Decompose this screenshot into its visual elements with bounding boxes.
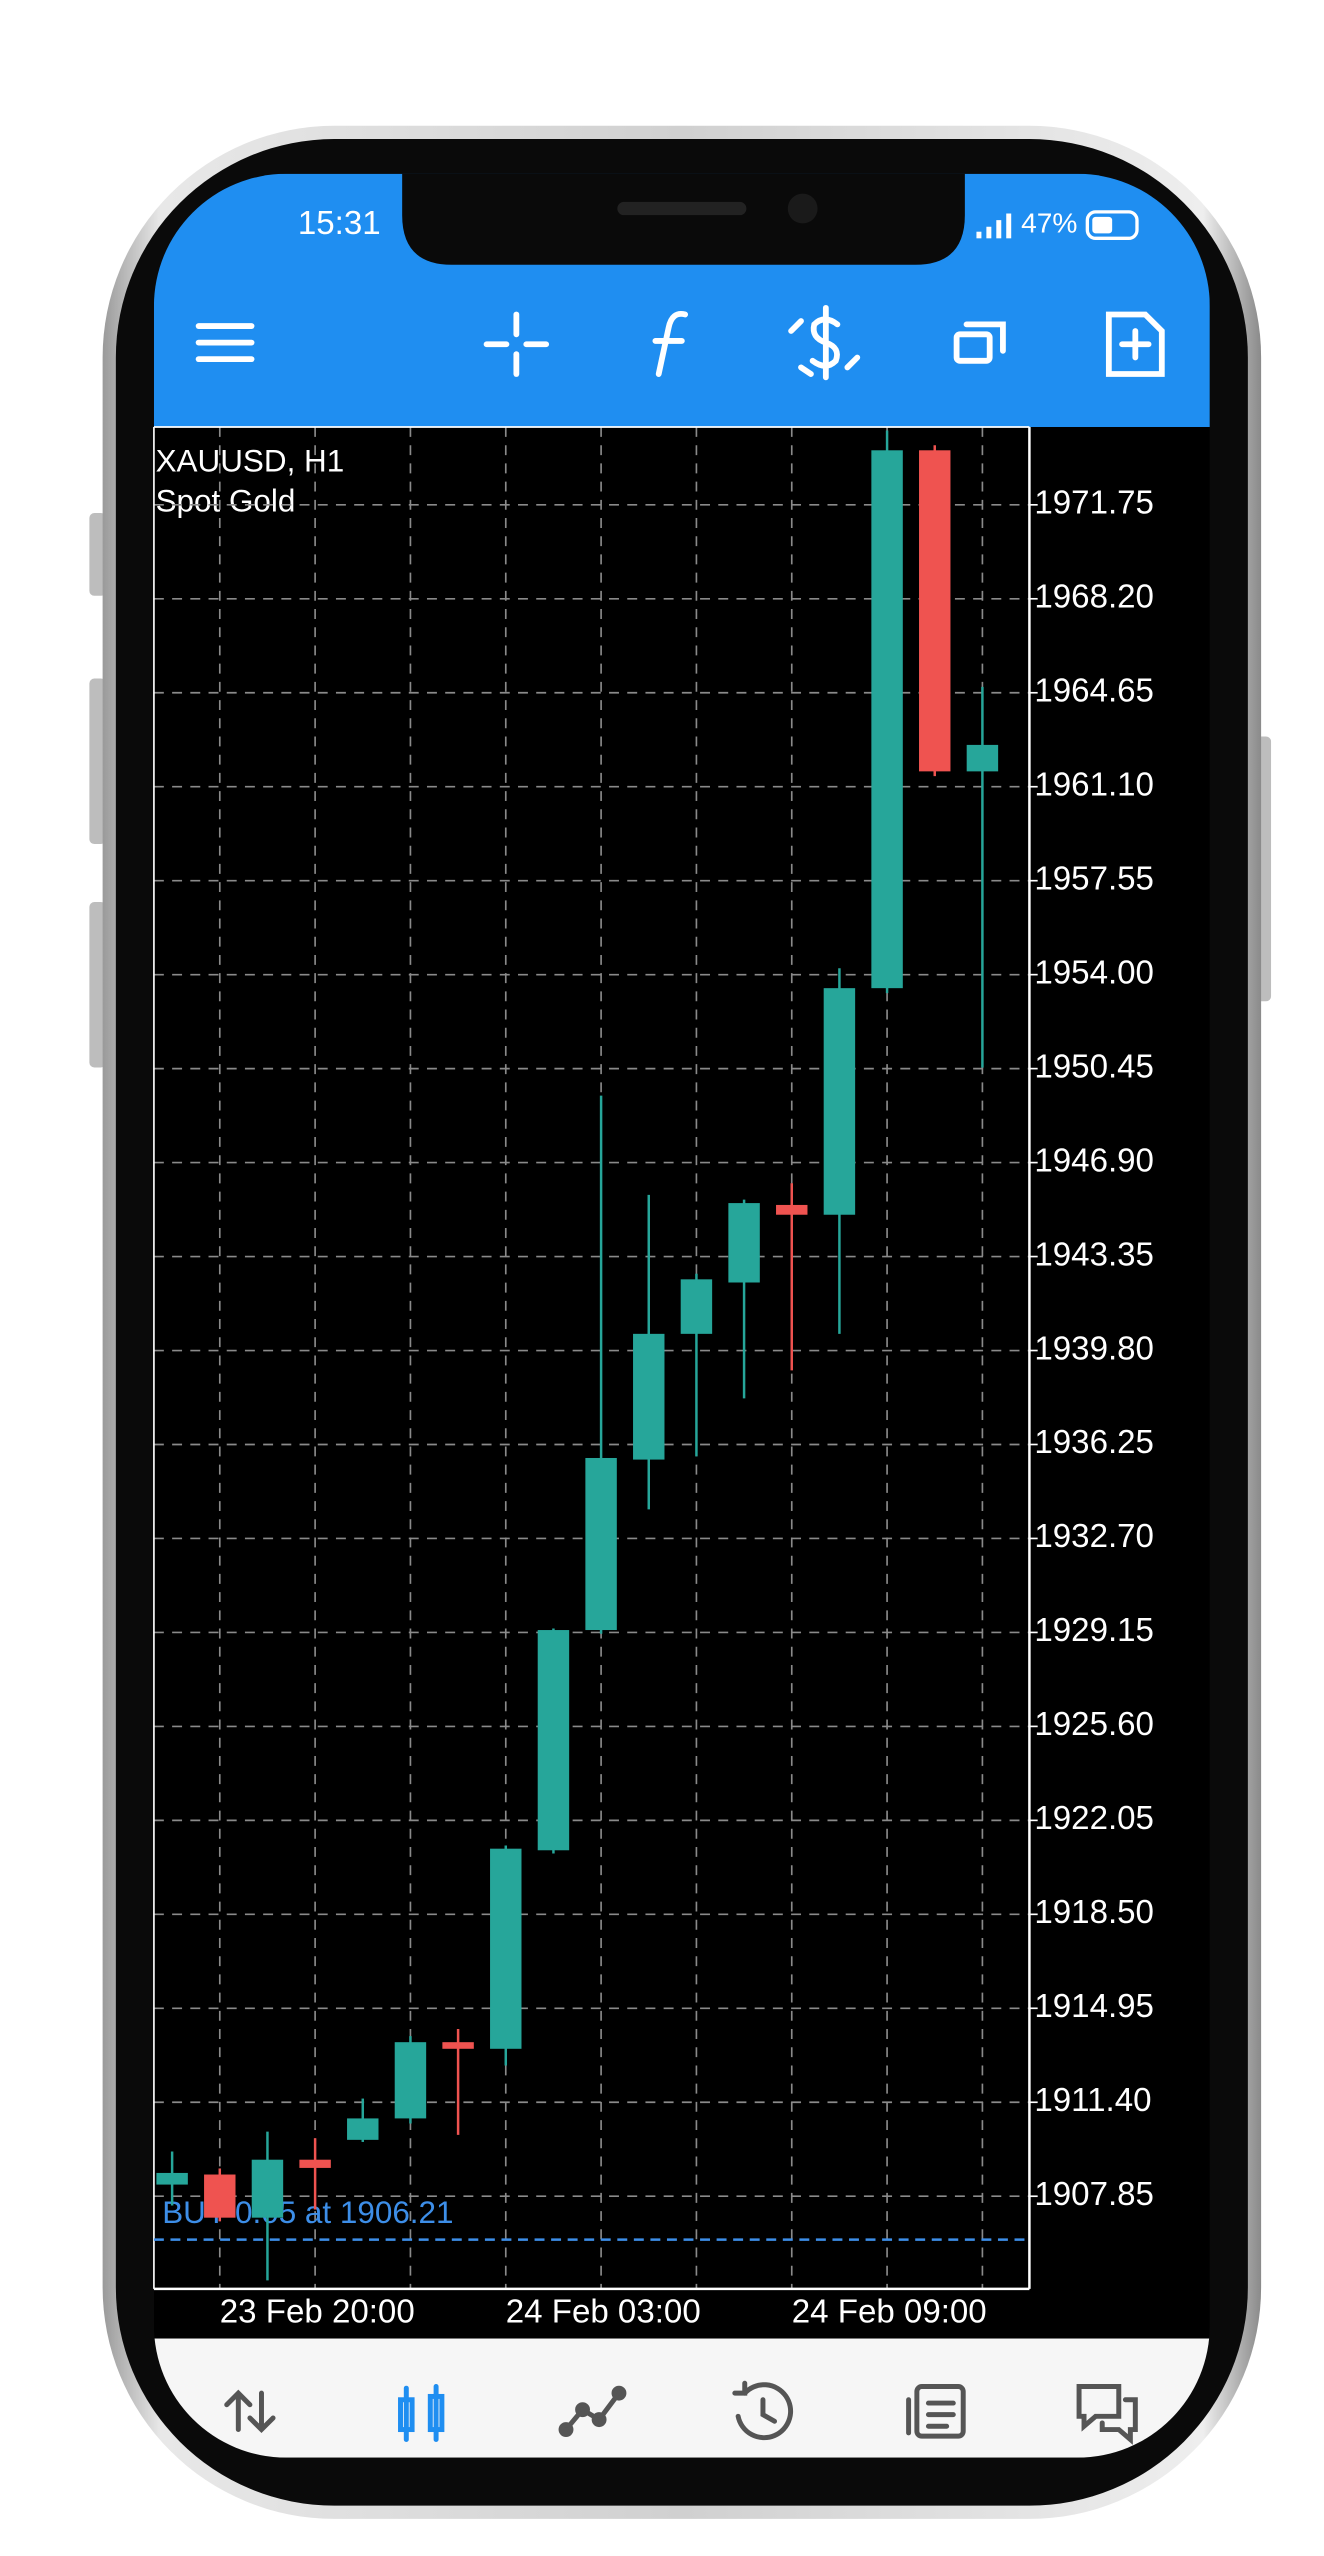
side-button <box>89 513 106 596</box>
camera <box>787 193 818 224</box>
candle-body <box>442 2042 474 2049</box>
trade-tab[interactable] <box>558 2385 627 2437</box>
signal-icon <box>976 213 1012 239</box>
chart: XAUUSD, H1 Spot Gold 1907.85 1911.40 1914.… <box>153 426 1154 2330</box>
candle-body <box>966 744 999 772</box>
candle-body <box>823 988 856 1215</box>
candle-body <box>204 2174 236 2218</box>
candle-body <box>347 2118 379 2140</box>
status-time: 15:31 <box>298 205 381 242</box>
y-tick-label: 1922.05 <box>1034 1800 1154 1837</box>
y-tick-label: 1932.70 <box>1034 1518 1154 1555</box>
quotes-tab[interactable] <box>224 2389 276 2434</box>
y-tick-label: 1946.90 <box>1034 1142 1154 1179</box>
chat-tab[interactable] <box>1076 2384 1138 2445</box>
speaker <box>617 201 747 216</box>
side-button <box>89 901 106 1068</box>
y-tick-label: 1968.20 <box>1034 579 1154 616</box>
y-tick-label: 1943.35 <box>1034 1236 1154 1273</box>
bottom-nav <box>153 2338 1210 2458</box>
y-tick-label: 1907.85 <box>1034 2176 1154 2213</box>
chart-subtitle: Spot Gold <box>156 483 296 518</box>
y-tick-label: 1954.00 <box>1034 954 1154 991</box>
chart-tab[interactable] <box>398 2384 445 2442</box>
candle-body <box>251 2159 284 2218</box>
x-tick-label: 24 Feb 09:00 <box>792 2293 987 2330</box>
y-tick-label: 1961.10 <box>1034 766 1154 803</box>
nav-icons <box>224 2380 1138 2445</box>
new-order-button[interactable] <box>1105 311 1165 377</box>
candle-body <box>490 1848 522 2049</box>
history-tab[interactable] <box>732 2380 794 2441</box>
candle-body <box>585 1457 617 1631</box>
y-tick-label: 1911.40 <box>1034 2082 1151 2119</box>
y-tick-label: 1957.55 <box>1034 860 1154 897</box>
x-tick-label: 23 Feb 20:00 <box>220 2293 415 2330</box>
candle-body <box>156 2172 188 2185</box>
trade-button[interactable] <box>788 304 861 381</box>
candle-body <box>299 2159 331 2168</box>
candle-body <box>633 1333 665 1460</box>
y-tick-label: 1929.15 <box>1034 1612 1154 1649</box>
candle-body <box>919 450 951 772</box>
y-tick-label: 1950.45 <box>1034 1048 1154 1085</box>
y-tick-label: 1939.80 <box>1034 1330 1154 1367</box>
battery-level <box>1092 216 1113 234</box>
chart-title: XAUUSD, H1 <box>156 444 345 479</box>
candle-body <box>776 1204 808 1215</box>
candle-body <box>728 1203 760 1283</box>
crosshair-button[interactable] <box>483 311 550 377</box>
y-tick-label: 1971.75 <box>1034 485 1154 522</box>
battery-percent: 47% <box>1021 208 1077 239</box>
journal-tab[interactable] <box>906 2384 966 2439</box>
y-tick-label: 1918.50 <box>1034 1894 1154 1931</box>
menu-button[interactable] <box>195 323 255 363</box>
candle-body <box>680 1279 713 1334</box>
indicator-button[interactable] <box>652 311 689 377</box>
y-tick-label: 1925.60 <box>1034 1706 1154 1743</box>
notch <box>402 173 965 265</box>
side-button <box>89 678 106 845</box>
header-icons <box>195 304 1165 381</box>
windows-button[interactable] <box>953 321 1006 364</box>
candle-body <box>537 1630 570 1851</box>
battery-icon <box>1085 210 1139 240</box>
candle-body <box>394 2042 427 2119</box>
y-tick-label: 1914.95 <box>1034 1988 1154 2025</box>
y-tick-label: 1936.25 <box>1034 1424 1154 1461</box>
candle-body <box>871 450 903 989</box>
y-tick-label: 1964.65 <box>1034 672 1154 709</box>
x-tick-label: 24 Feb 03:00 <box>506 2293 701 2330</box>
